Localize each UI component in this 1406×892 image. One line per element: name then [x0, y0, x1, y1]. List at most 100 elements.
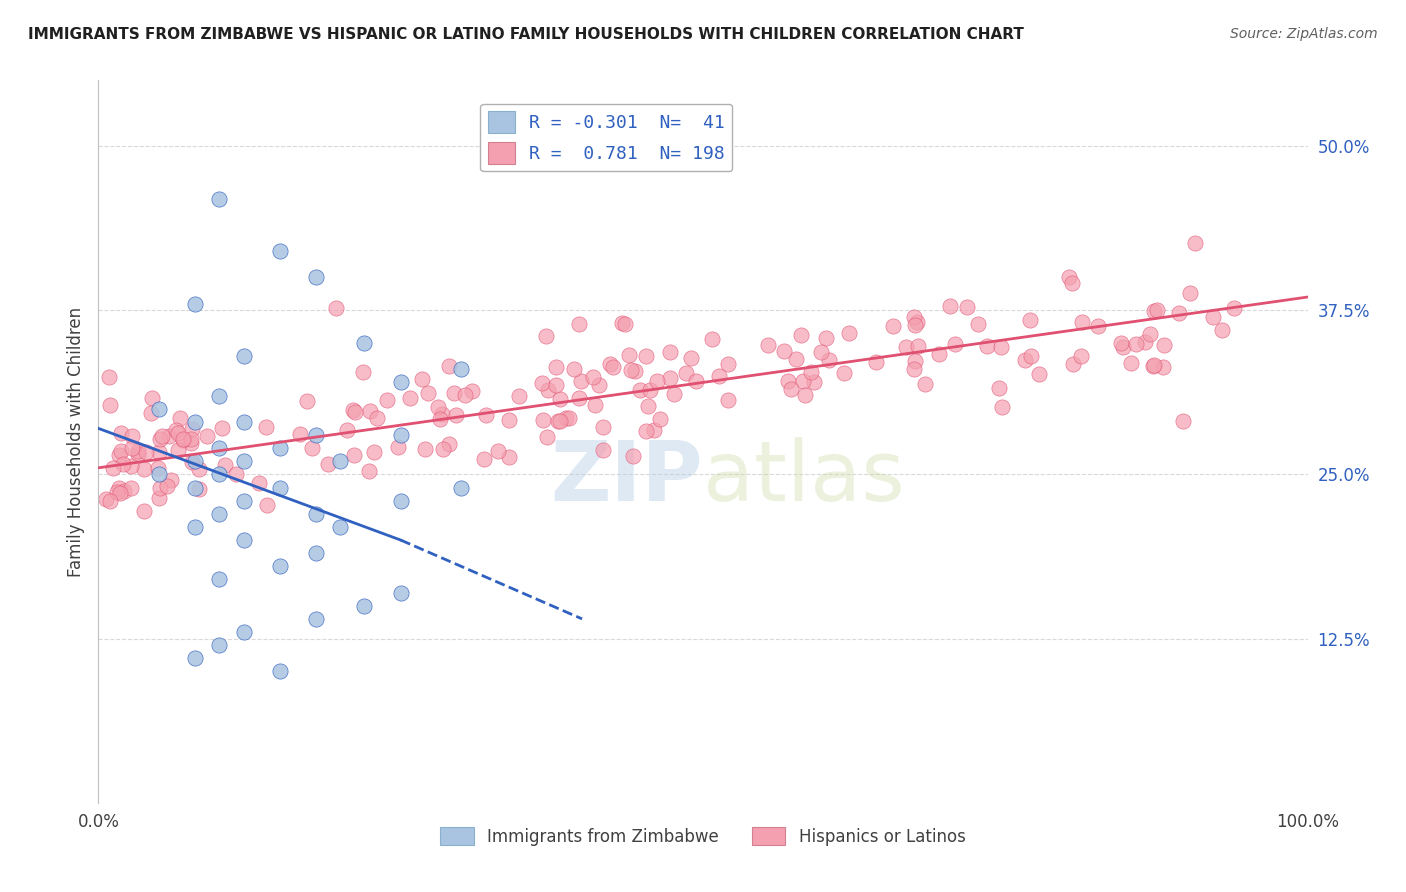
Point — [195, 428, 218, 442]
Point — [583, 398, 606, 412]
Point — [208, 507, 231, 521]
Point — [184, 481, 207, 495]
Point — [295, 394, 318, 409]
Point — [208, 573, 231, 587]
Point — [555, 410, 578, 425]
Point — [894, 340, 917, 354]
Point — [773, 343, 796, 358]
Point — [498, 413, 520, 427]
Point — [108, 486, 131, 500]
Point — [208, 638, 231, 652]
Point — [1070, 349, 1092, 363]
Point — [1184, 235, 1206, 250]
Point — [181, 455, 204, 469]
Point — [430, 407, 453, 421]
Point — [508, 389, 530, 403]
Point — [353, 599, 375, 613]
Point — [249, 475, 271, 490]
Point — [903, 362, 925, 376]
Point — [305, 428, 328, 442]
Point — [232, 349, 254, 363]
Point — [188, 462, 211, 476]
Point — [184, 296, 207, 310]
Point — [966, 318, 988, 332]
Y-axis label: Family Households with Children: Family Households with Children — [66, 307, 84, 576]
Point — [991, 400, 1014, 414]
Point — [127, 447, 149, 461]
Point — [569, 374, 592, 388]
Point — [943, 336, 966, 351]
Point — [1062, 357, 1084, 371]
Point — [1143, 303, 1166, 318]
Point — [184, 454, 207, 468]
Point — [359, 403, 381, 417]
Point — [120, 481, 142, 495]
Point — [343, 448, 366, 462]
Point — [160, 473, 183, 487]
Point — [1125, 336, 1147, 351]
Point — [707, 369, 730, 384]
Point — [344, 405, 367, 419]
Point — [637, 399, 659, 413]
Point — [1133, 334, 1156, 349]
Point — [1167, 306, 1189, 320]
Point — [533, 413, 555, 427]
Point — [149, 481, 172, 495]
Point — [112, 484, 135, 499]
Point — [141, 391, 163, 405]
Point — [132, 462, 155, 476]
Point — [148, 444, 170, 458]
Point — [443, 385, 465, 400]
Point — [329, 454, 352, 468]
Point — [429, 412, 451, 426]
Point — [486, 444, 509, 458]
Point — [155, 479, 177, 493]
Point — [1211, 323, 1233, 337]
Point — [685, 374, 707, 388]
Point — [254, 420, 277, 434]
Point — [803, 376, 825, 390]
Point — [1028, 368, 1050, 382]
Point — [375, 393, 398, 408]
Point — [882, 319, 904, 334]
Point — [127, 444, 149, 458]
Point — [1019, 349, 1042, 363]
Point — [353, 336, 375, 351]
Point — [180, 436, 202, 450]
Point — [399, 392, 422, 406]
Point — [904, 318, 927, 333]
Point — [498, 450, 520, 464]
Point — [305, 270, 328, 285]
Point — [301, 441, 323, 455]
Point — [1087, 318, 1109, 333]
Point — [1057, 270, 1080, 285]
Point — [536, 430, 558, 444]
Point — [793, 388, 815, 402]
Point — [232, 454, 254, 468]
Point — [98, 494, 121, 508]
Point — [460, 384, 482, 398]
Point — [717, 393, 740, 408]
Point — [914, 377, 936, 392]
Point — [432, 442, 454, 456]
Point — [818, 353, 841, 368]
Point — [544, 360, 567, 375]
Point — [1112, 340, 1135, 354]
Point — [96, 491, 118, 506]
Point — [548, 414, 571, 428]
Point — [97, 370, 120, 384]
Point — [907, 339, 929, 353]
Point — [800, 365, 823, 379]
Point — [1119, 356, 1142, 370]
Point — [1071, 315, 1094, 329]
Point — [675, 366, 697, 380]
Point — [599, 357, 621, 371]
Point — [446, 409, 468, 423]
Point — [557, 410, 579, 425]
Point — [184, 520, 207, 534]
Point — [537, 383, 560, 397]
Point — [134, 504, 156, 518]
Point — [103, 461, 125, 475]
Point — [1019, 312, 1042, 326]
Text: Source: ZipAtlas.com: Source: ZipAtlas.com — [1230, 27, 1378, 41]
